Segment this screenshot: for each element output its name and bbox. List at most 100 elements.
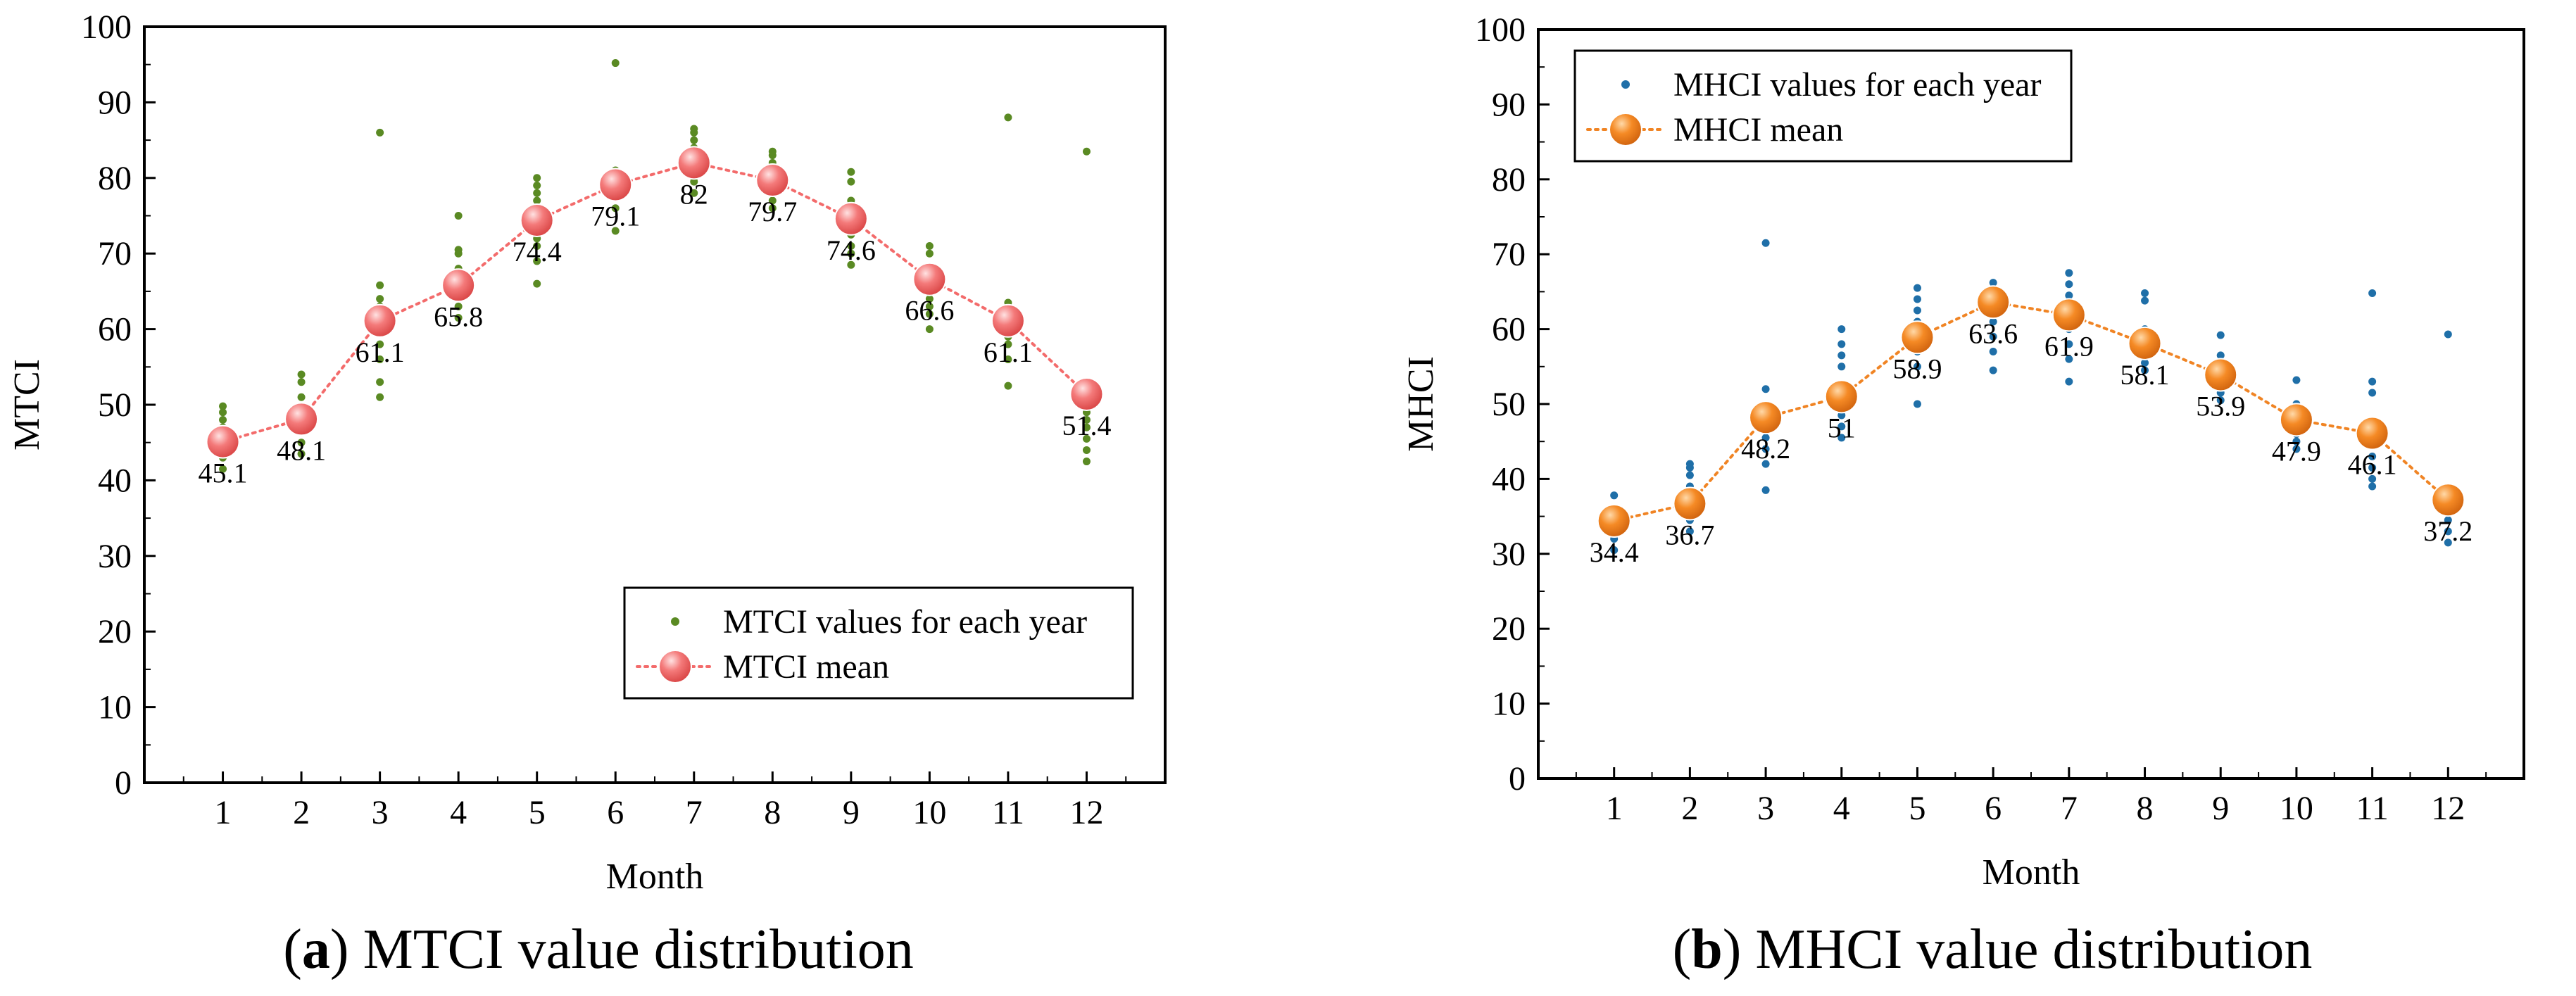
year-point-mtci (533, 182, 541, 190)
year-point-mtci (297, 370, 306, 379)
y-tick-label-mhci: 90 (1492, 86, 1526, 123)
year-point-mtci (376, 281, 384, 289)
y-tick-label-mtci: 60 (98, 311, 132, 348)
mean-marker-mhci (2204, 358, 2238, 392)
year-point-mhci (1761, 445, 1770, 453)
year-point-mtci (1004, 113, 1012, 122)
year-point-mtci (690, 125, 698, 133)
year-point-mhci (2065, 269, 2073, 277)
mean-value-label-mhci: 58.1 (2121, 359, 2170, 391)
year-point-mtci (1004, 355, 1012, 364)
legend-mean-marker-mhci (1609, 113, 1642, 146)
mean-value-label-mhci: 58.9 (1892, 353, 1942, 384)
mean-marker-mhci (2355, 416, 2389, 450)
year-point-mtci (533, 189, 541, 197)
x-tick-label-mhci: 5 (1909, 790, 1925, 827)
year-point-mhci (1989, 279, 1997, 287)
year-point-mtci (376, 355, 384, 364)
y-tick-label-mtci: 40 (98, 462, 132, 499)
x-tick-label-mhci: 10 (2280, 790, 2313, 827)
mean-value-label-mtci: 79.7 (748, 196, 797, 227)
legend-point-marker-mhci (1621, 80, 1630, 89)
mean-line-mtci (221, 161, 1088, 443)
y-tick-label-mtci: 70 (98, 235, 132, 272)
mean-marker-mhci (1824, 379, 1859, 414)
mean-marker-mhci (2431, 483, 2465, 517)
year-point-mtci (847, 241, 855, 250)
mean-value-label-mhci: 47.9 (2272, 435, 2321, 467)
mean-marker-mhci (1900, 320, 1935, 355)
mean-value-label-mhci: 46.1 (2348, 448, 2397, 480)
mean-marker-mtci (441, 268, 476, 303)
mean-marker-mhci (2279, 403, 2313, 437)
year-point-mhci (1761, 385, 1770, 393)
year-point-mtci (297, 450, 306, 458)
mean-value-label-mhci: 53.9 (2196, 391, 2245, 422)
year-point-mhci (2368, 452, 2377, 460)
x-tick-label-mhci: 3 (1757, 790, 1774, 827)
y-tick-label-mtci: 50 (98, 386, 132, 424)
x-tick-label-mtci: 9 (843, 794, 860, 831)
year-point-mtci (376, 295, 384, 303)
year-point-mhci (1761, 486, 1770, 494)
year-point-mhci (1761, 434, 1770, 442)
legend-points-label-mhci: MHCI values for each year (1673, 66, 2041, 103)
mean-marker-mtci (834, 201, 868, 236)
year-point-mtci (925, 241, 934, 250)
mean-marker-mtci (284, 402, 319, 436)
y-axis-label-mhci: MHCI (1401, 356, 1441, 452)
year-point-mhci (1761, 239, 1770, 247)
year-point-mtci (454, 302, 463, 310)
mean-value-label-mtci: 48.1 (277, 434, 326, 466)
year-point-mhci (1610, 491, 1619, 500)
mean-marker-mhci (1673, 486, 1707, 521)
mean-value-label-mtci: 45.1 (199, 458, 248, 489)
legend-point-marker-mtci (671, 617, 679, 626)
x-tick-label-mtci: 10 (912, 794, 946, 831)
year-point-mhci (2065, 280, 2073, 289)
year-point-mtci (454, 246, 463, 254)
mean-value-label-mtci: 82 (680, 178, 708, 210)
x-tick-label-mhci: 8 (2137, 790, 2154, 827)
year-point-mhci (2444, 516, 2452, 524)
year-point-mhci (1989, 366, 1997, 374)
y-tick-label-mhci: 40 (1492, 460, 1526, 498)
year-point-mhci (2368, 463, 2377, 472)
y-tick-label-mhci: 100 (1475, 11, 1526, 49)
mean-value-label-mtci: 65.8 (434, 301, 483, 332)
mean-value-label-mhci: 61.9 (2044, 330, 2094, 362)
y-tick-label-mhci: 30 (1492, 536, 1526, 573)
y-tick-label-mhci: 20 (1492, 610, 1526, 648)
year-point-mhci (2141, 296, 2149, 305)
year-point-mhci (1989, 348, 1997, 356)
year-point-mtci (1082, 415, 1091, 424)
year-point-mhci (2216, 351, 2225, 360)
year-point-mhci (2065, 340, 2073, 348)
year-point-mtci (925, 310, 934, 318)
year-point-mhci (1913, 400, 1921, 408)
y-tick-label-mhci: 0 (1509, 760, 1526, 798)
caption-mhci: (b) MHCI value distribution (1673, 919, 2313, 981)
year-point-mtci (1082, 446, 1091, 454)
x-tick-label-mtci: 6 (607, 794, 624, 831)
y-tick-label-mtci: 80 (98, 160, 132, 197)
mean-marker-mtci (206, 424, 240, 459)
year-point-mhci (1685, 527, 1694, 536)
x-tick-label-mhci: 9 (2212, 790, 2229, 827)
year-point-mhci (1610, 546, 1619, 554)
x-tick-label-mtci: 12 (1069, 794, 1103, 831)
x-axis-label-mtci: Month (606, 857, 704, 897)
mean-marker-mtci (991, 303, 1025, 338)
year-point-mtci (847, 260, 855, 269)
year-point-mhci (1913, 284, 1921, 292)
year-point-mtci (847, 168, 855, 176)
year-point-mtci (925, 295, 934, 303)
year-point-mtci (768, 196, 777, 205)
mean-marker-mtci (1069, 377, 1104, 411)
year-point-mtci (1004, 382, 1012, 390)
x-axis-label-mhci: Month (1983, 852, 2080, 893)
x-tick-label-mhci: 2 (1681, 790, 1698, 827)
year-point-mhci (1989, 317, 1997, 326)
year-point-mhci (1685, 460, 1694, 468)
